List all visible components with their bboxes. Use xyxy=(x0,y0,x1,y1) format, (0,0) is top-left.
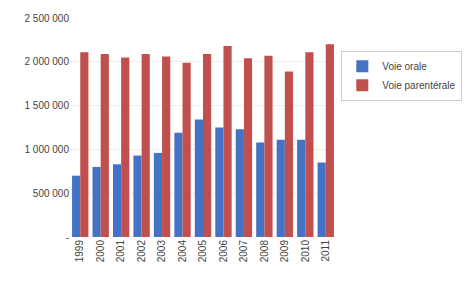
svg-text:2004: 2004 xyxy=(177,240,188,263)
svg-text:1 000 000: 1 000 000 xyxy=(25,144,70,155)
svg-text:2001: 2001 xyxy=(115,240,126,263)
svg-text:2010: 2010 xyxy=(300,240,311,263)
svg-text:2002: 2002 xyxy=(136,240,147,263)
svg-text:2011: 2011 xyxy=(320,240,331,262)
svg-text:2006: 2006 xyxy=(218,240,229,263)
svg-text:500 000: 500 000 xyxy=(33,188,70,199)
svg-text:2008: 2008 xyxy=(259,240,270,263)
svg-text:2000: 2000 xyxy=(95,240,106,263)
svg-text:1999: 1999 xyxy=(74,240,85,263)
svg-text:Voie parentérale: Voie parentérale xyxy=(382,80,455,91)
svg-text:2 000 000: 2 000 000 xyxy=(25,56,70,67)
svg-text:1 500 000: 1 500 000 xyxy=(25,100,70,111)
svg-text:2009: 2009 xyxy=(279,240,290,263)
svg-text:2 500 000: 2 500 000 xyxy=(25,13,70,24)
svg-text:2007: 2007 xyxy=(238,240,249,263)
svg-text:2005: 2005 xyxy=(197,240,208,263)
svg-text:Voie orale: Voie orale xyxy=(382,61,427,72)
svg-text:-: - xyxy=(66,232,69,243)
svg-text:2003: 2003 xyxy=(156,240,167,263)
